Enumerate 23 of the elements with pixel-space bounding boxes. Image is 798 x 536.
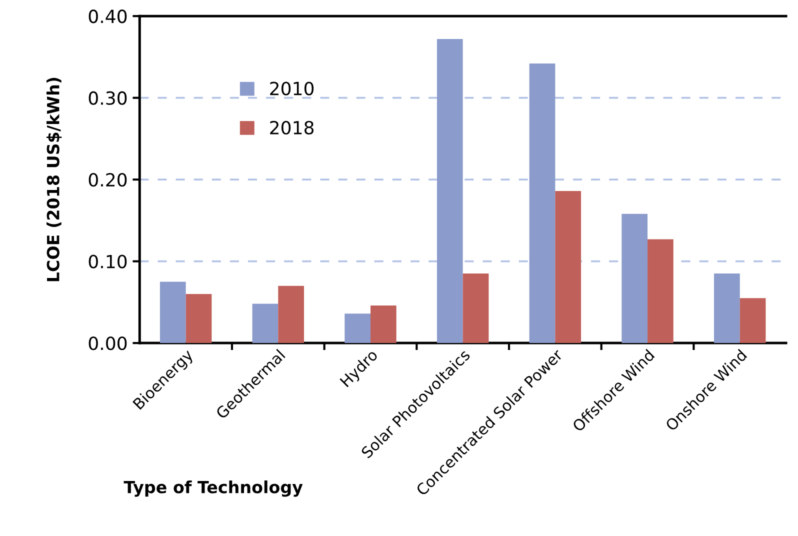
- legend-label: 2018: [270, 120, 314, 134]
- bar: [555, 191, 582, 344]
- bar: [436, 38, 463, 344]
- bar: [622, 214, 648, 344]
- y-tick-label: 0.40: [88, 10, 127, 24]
- bar: [370, 305, 396, 344]
- bar: [160, 282, 186, 344]
- x-axis-title: Type of Technology: [124, 480, 303, 497]
- bar: [714, 274, 740, 344]
- bar: [462, 274, 489, 344]
- bar: [529, 63, 556, 344]
- y-axis-title: LCOE (2018 US$/kWh): [46, 78, 62, 282]
- y-tick-label: 0.30: [88, 91, 127, 105]
- y-tick-label: 0.00: [88, 336, 127, 350]
- bar: [252, 304, 278, 344]
- bar: [278, 286, 304, 344]
- bar: [740, 298, 766, 344]
- y-tick-label: 0.20: [88, 173, 127, 187]
- y-tick-label: 0.10: [88, 254, 127, 268]
- bar: [186, 294, 212, 344]
- bar: [344, 314, 370, 344]
- bar: [648, 239, 674, 344]
- legend-label: 2010: [270, 82, 314, 96]
